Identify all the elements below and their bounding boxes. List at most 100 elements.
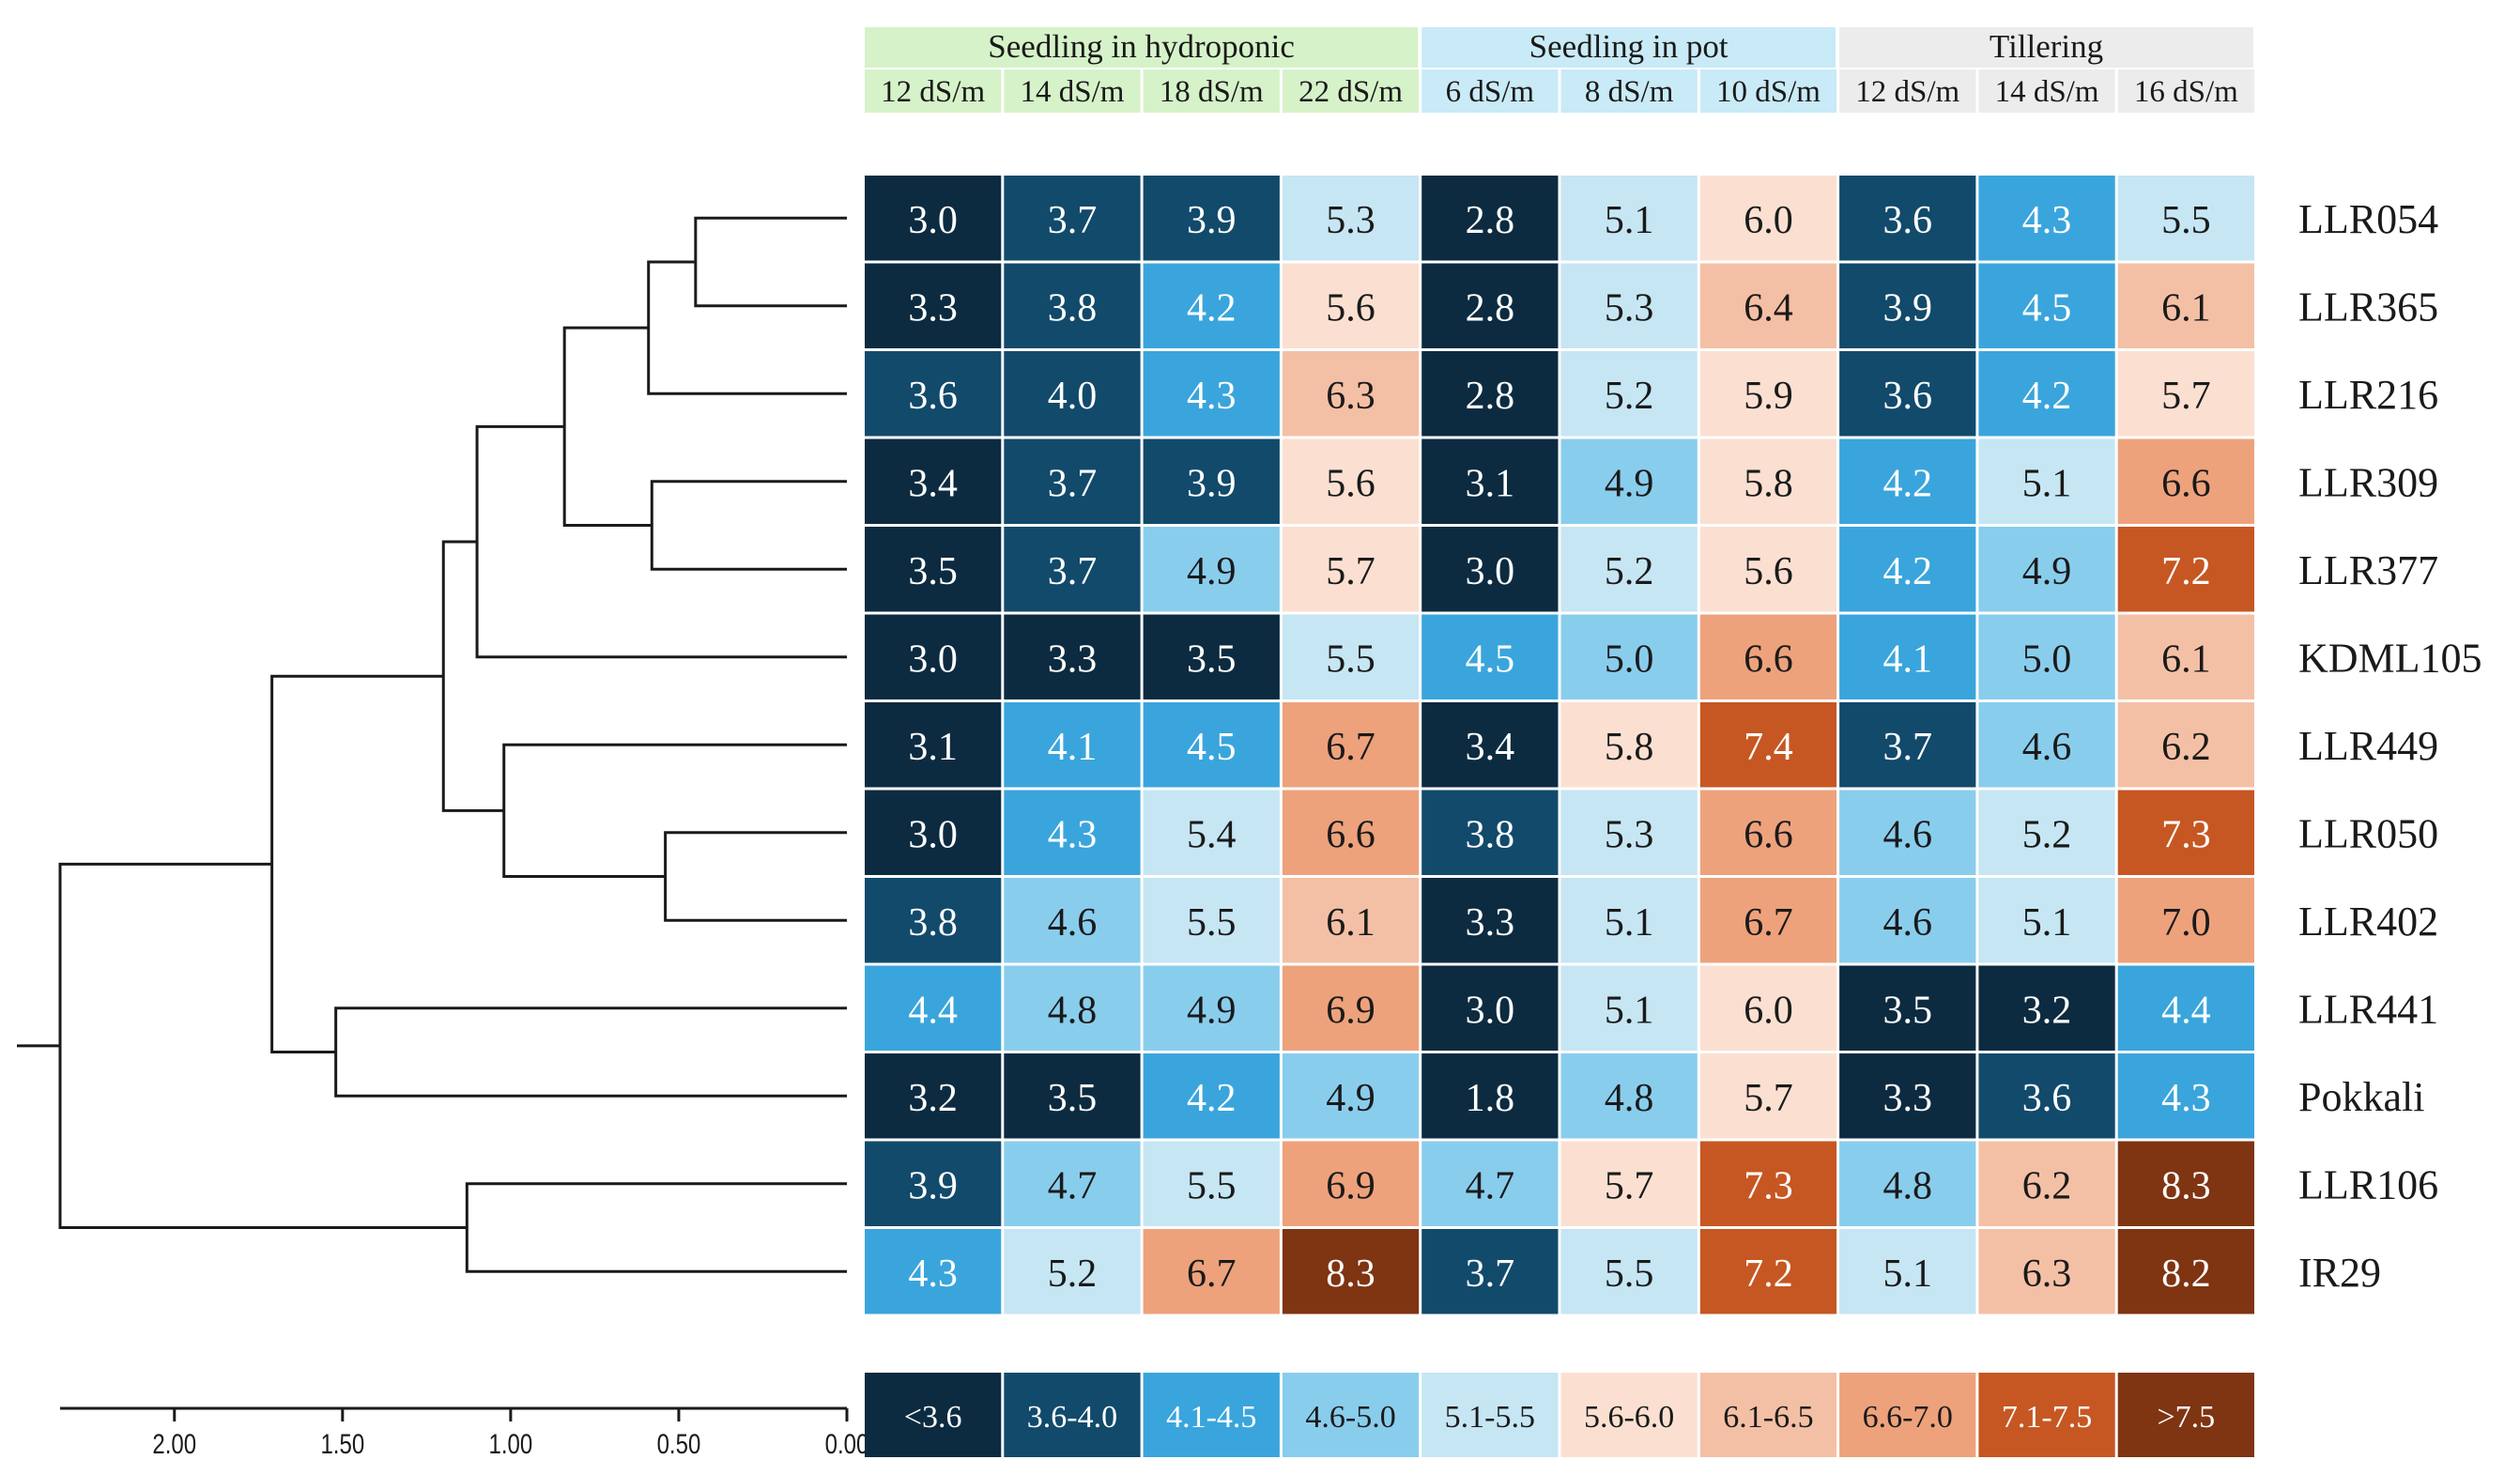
- legend-label: 6.6-7.0: [1863, 1400, 1953, 1435]
- heatmap-cell: [1004, 1141, 1141, 1226]
- heatmap-cell: [1839, 1053, 1976, 1139]
- cell-value: 5.1: [2022, 901, 2072, 945]
- cell-value: 3.7: [1048, 550, 1098, 593]
- cell-value: 6.3: [1326, 375, 1375, 418]
- cell-value: 4.0: [1048, 375, 1098, 418]
- cell-value: 4.8: [1605, 1077, 1654, 1120]
- column-header-bg: [1699, 69, 1837, 113]
- cell-value: 4.5: [1466, 638, 1515, 682]
- cell-value: 3.5: [1883, 990, 1933, 1033]
- cell-value: 4.2: [1883, 550, 1933, 593]
- cell-value: 3.3: [1883, 1077, 1933, 1120]
- column-header-bg: [1282, 69, 1420, 113]
- cell-value: 7.4: [1744, 726, 1793, 769]
- heatmap-cell: [1699, 527, 1837, 612]
- dendrogram-branch: [650, 480, 847, 571]
- heatmap-cell: [1143, 351, 1280, 437]
- cell-value: 4.2: [1187, 1077, 1237, 1120]
- legend-swatch: [2117, 1373, 2254, 1457]
- group-header-bg: [865, 27, 1419, 68]
- heatmap-cell: [1978, 176, 2115, 261]
- heatmap-cell: [1143, 1141, 1280, 1226]
- cell-value: 6.0: [1744, 199, 1793, 242]
- heatmap-cell: [1978, 702, 2115, 788]
- heatmap-cell: [865, 790, 1002, 875]
- cell-value: 4.3: [2022, 199, 2072, 242]
- cell-value: 3.4: [1466, 726, 1515, 769]
- dendrogram-branch: [664, 831, 847, 922]
- dendrogram-branch: [502, 743, 847, 878]
- legend-swatch: [865, 1373, 1002, 1457]
- heatmap-cell: [1839, 878, 1976, 963]
- heatmap-cell: [2117, 527, 2254, 612]
- heatmap-cell: [2117, 878, 2254, 963]
- cell-value: 5.7: [2161, 375, 2211, 418]
- cell-value: 4.6: [2022, 726, 2072, 769]
- legend-label: 4.1-4.5: [1166, 1400, 1256, 1435]
- heatmap-cell: [1421, 527, 1559, 612]
- legend-label: 4.6-5.0: [1305, 1400, 1395, 1435]
- cell-value: 3.6: [1883, 199, 1933, 242]
- row-label: LLR216: [2298, 372, 2438, 418]
- cell-value: 4.6: [1883, 814, 1933, 857]
- cell-value: 5.1: [1605, 901, 1654, 945]
- heatmap-cell: [1560, 176, 1698, 261]
- heatmap-cells: 3.0 3.7 3.9 5.3 2.8 5.1 6.0 3.6 4.3 5.5 3.3 3.8 4.2 5…: [865, 176, 2254, 1314]
- cell-value: 5.4: [1187, 814, 1237, 857]
- cell-value: 5.5: [1605, 1252, 1654, 1296]
- cell-value: 2.8: [1466, 287, 1515, 330]
- cell-value: 6.2: [2022, 1165, 2072, 1208]
- cell-value: 3.3: [1048, 638, 1098, 682]
- heatmap-cell: [1839, 176, 1976, 261]
- column-header-label: 12 dS/m: [1855, 75, 1959, 109]
- cell-value: 5.1: [1605, 199, 1654, 242]
- heatmap-cell: [1421, 1053, 1559, 1139]
- column-header-label: 8 dS/m: [1585, 75, 1674, 109]
- cell-value: 7.2: [2161, 550, 2211, 593]
- column-header-label: 12 dS/m: [881, 75, 985, 109]
- cell-value: 6.3: [2022, 1252, 2072, 1296]
- cell-value: 5.6: [1744, 550, 1793, 593]
- axis-tick-label: 1.50: [320, 1427, 364, 1459]
- heatmap-cell: [865, 438, 1002, 524]
- heatmap-cell: [1978, 965, 2115, 1051]
- cell-value: 4.1: [1048, 726, 1098, 769]
- row-label: IR29: [2298, 1250, 2381, 1296]
- legend-swatch: [1421, 1373, 1559, 1457]
- heatmap-cell: [1282, 1141, 1420, 1226]
- cell-value: 4.7: [1466, 1165, 1515, 1208]
- heatmap-cell: [1421, 790, 1559, 875]
- heatmap-cell: [1282, 1053, 1420, 1139]
- heatmap-cell: [1004, 790, 1141, 875]
- cell-value: 8.3: [2161, 1165, 2211, 1208]
- heatmap-cell: [1421, 438, 1559, 524]
- cell-value: 5.3: [1326, 199, 1375, 242]
- heatmap-cell: [1143, 176, 1280, 261]
- cell-value: 5.6: [1326, 463, 1375, 506]
- heatmap-cell: [1839, 965, 1976, 1051]
- heatmap-cell: [1282, 702, 1420, 788]
- cell-value: 3.1: [1466, 463, 1515, 506]
- dendrogram-branch: [58, 862, 468, 1229]
- group-header-label: Seedling in pot: [1529, 28, 1729, 65]
- heatmap-cell: [2117, 614, 2254, 699]
- cell-value: 5.1: [2022, 463, 2072, 506]
- axis-tick-label: 0.50: [657, 1427, 701, 1459]
- heatmap-cell: [865, 1053, 1002, 1139]
- dendrogram-branch: [441, 540, 504, 812]
- cell-value: 6.7: [1187, 1252, 1237, 1296]
- dendrogram-axis: 2.00 1.50 1.00 0.50 0.00: [60, 1406, 868, 1460]
- heatmap-cell: [1839, 1141, 1976, 1226]
- cell-value: 4.9: [1326, 1077, 1375, 1120]
- cell-value: 7.0: [2161, 901, 2211, 945]
- heatmap-cell: [1421, 878, 1559, 963]
- row-label: LLR050: [2298, 811, 2438, 857]
- dendrogram-branch: [334, 1006, 847, 1098]
- cell-value: 3.8: [908, 901, 958, 945]
- heatmap-cell: [1560, 878, 1698, 963]
- column-header-bg: [1560, 69, 1698, 113]
- cell-value: 3.0: [908, 199, 958, 242]
- cell-value: 6.9: [1326, 1165, 1375, 1208]
- cell-value: 3.0: [908, 638, 958, 682]
- cell-value: 3.5: [908, 550, 958, 593]
